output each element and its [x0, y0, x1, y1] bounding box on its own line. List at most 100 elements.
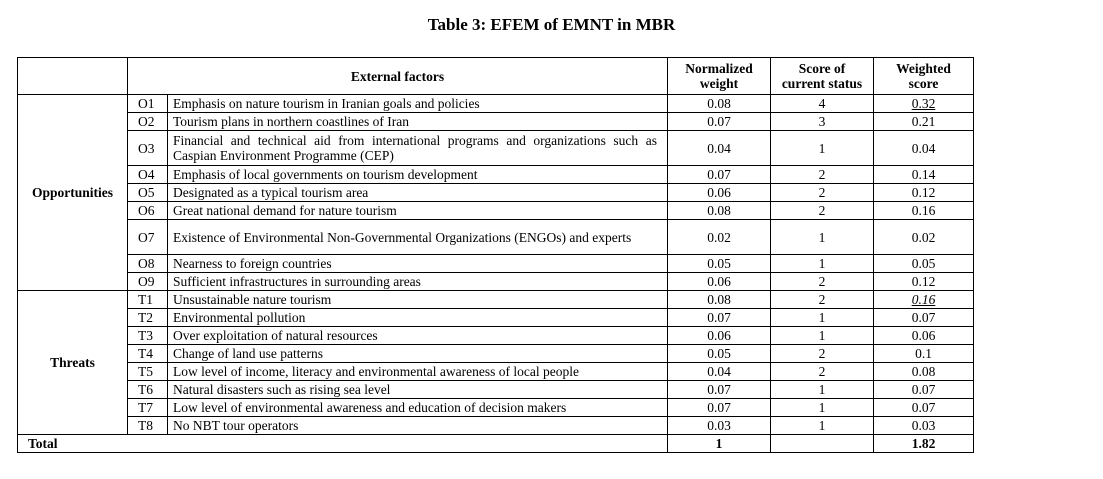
factor-text: Emphasis of local governments on tourism… — [167, 165, 668, 184]
header-score-line2: current status — [781, 76, 863, 91]
factor-weighted-score: 0.07 — [873, 380, 974, 399]
table-row: O8 Nearness to foreign countries 0.05 1 … — [18, 254, 974, 273]
factor-weighted-score: 0.1 — [873, 344, 974, 363]
factor-weight: 0.07 — [667, 165, 771, 184]
factor-score: 1 — [770, 254, 874, 273]
factor-weight: 0.05 — [667, 254, 771, 273]
factor-weighted-score: 0.07 — [873, 398, 974, 417]
factor-text: Unsustainable nature tourism — [167, 290, 668, 309]
header-normalized-weight: Normalized weight — [667, 57, 771, 95]
factor-weight: 0.06 — [667, 326, 771, 345]
factor-text: Natural disasters such as rising sea lev… — [167, 380, 668, 399]
table-row: T3 Over exploitation of natural resource… — [18, 326, 974, 345]
total-weighted-score: 1.82 — [873, 434, 974, 453]
factor-text: Sufficient infrastructures in surroundin… — [167, 272, 668, 291]
factor-weight: 0.02 — [667, 219, 771, 255]
factor-code: T6 — [127, 380, 168, 399]
factor-code: O1 — [127, 94, 168, 113]
table-row: O2 Tourism plans in northern coastlines … — [18, 112, 974, 131]
factor-code: T7 — [127, 398, 168, 417]
factor-code: O9 — [127, 272, 168, 291]
table-row: O9 Sufficient infrastructures in surroun… — [18, 272, 974, 291]
factor-weight: 0.06 — [667, 183, 771, 202]
table-row: T4 Change of land use patterns 0.05 2 0.… — [18, 344, 974, 363]
factor-weighted-score: 0.21 — [873, 112, 974, 131]
header-weighted-line1: Weighted — [896, 61, 951, 76]
factor-weight: 0.07 — [667, 380, 771, 399]
factor-weight: 0.07 — [667, 308, 771, 327]
table-row: O3 Financial and technical aid from inte… — [18, 130, 974, 166]
factor-text: Nearness to foreign countries — [167, 254, 668, 273]
table-row: O7 Existence of Environmental Non-Govern… — [18, 219, 974, 255]
table-row: Opportunities O1 Emphasis on nature tour… — [17, 94, 974, 291]
table-caption: Table 3: EFEM of EMNT in MBR — [427, 15, 676, 34]
factor-score: 1 — [770, 308, 874, 327]
group-opportunities: Opportunities — [17, 94, 128, 291]
table-row: O5 Designated as a typical tourism area … — [18, 183, 974, 202]
factor-weight: 0.05 — [667, 344, 771, 363]
table-row: Threats T1 Unsustainable nature tourism … — [17, 290, 974, 435]
total-label: Total — [17, 434, 668, 453]
factor-weighted-score: 0.05 — [873, 254, 974, 273]
factor-weighted-score: 0.07 — [873, 308, 974, 327]
factor-score: 2 — [770, 201, 874, 220]
header-weight-line2: weight — [699, 76, 739, 91]
factor-code: T4 — [127, 344, 168, 363]
factor-text: Financial and technical aid from interna… — [167, 130, 668, 166]
factor-weighted-score: 0.02 — [873, 219, 974, 255]
table-row: O4 Emphasis of local governments on tour… — [18, 165, 974, 184]
header-weight-line1: Normalized — [685, 61, 753, 76]
factor-score: 4 — [770, 94, 874, 113]
factor-code: O8 — [127, 254, 168, 273]
header-blank — [17, 57, 128, 95]
factor-weight: 0.07 — [667, 112, 771, 131]
factor-weighted-score: 0.08 — [873, 362, 974, 381]
factor-score: 1 — [770, 326, 874, 345]
header-weighted-score: Weighted score — [873, 57, 974, 95]
table-row: T6 Natural disasters such as rising sea … — [18, 380, 974, 399]
table-row: T8 No NBT tour operators 0.03 1 0.03 — [18, 416, 974, 435]
factor-text: No NBT tour operators — [167, 416, 668, 435]
factor-score: 1 — [770, 219, 874, 255]
factor-code: O5 — [127, 183, 168, 202]
factor-weighted-score: 0.32 — [873, 94, 974, 113]
factor-weighted-score: 0.12 — [873, 183, 974, 202]
factor-text: Emphasis on nature tourism in Iranian go… — [167, 94, 668, 113]
header-external-factors: External factors — [127, 57, 668, 95]
factor-text: Great national demand for nature tourism — [167, 201, 668, 220]
factor-score: 2 — [770, 290, 874, 309]
factor-code: O2 — [127, 112, 168, 131]
factor-weight: 0.06 — [667, 272, 771, 291]
factor-weight: 0.08 — [667, 94, 771, 113]
factor-text: Designated as a typical tourism area — [167, 183, 668, 202]
factor-score: 2 — [770, 165, 874, 184]
header-score-line1: Score of — [798, 61, 846, 76]
table-row: O6 Great national demand for nature tour… — [18, 201, 974, 220]
group-threats: Threats — [17, 290, 128, 435]
factor-code: O4 — [127, 165, 168, 184]
factor-code: T5 — [127, 362, 168, 381]
factor-code: T3 — [127, 326, 168, 345]
factor-weighted-score: 0.16 — [873, 290, 974, 309]
factor-text: Change of land use patterns — [167, 344, 668, 363]
factor-text: Existence of Environmental Non-Governmen… — [167, 219, 668, 255]
factor-weight: 0.07 — [667, 398, 771, 417]
table-row: T5 Low level of income, literacy and env… — [18, 362, 974, 381]
factor-code: O6 — [127, 201, 168, 220]
factor-score: 2 — [770, 362, 874, 381]
factor-score: 1 — [770, 416, 874, 435]
factor-code: T2 — [127, 308, 168, 327]
factor-weighted-score: 0.16 — [873, 201, 974, 220]
header-row: External factors Normalized weight Score… — [17, 57, 974, 95]
factor-score: 2 — [770, 344, 874, 363]
table-row: T2 Environmental pollution 0.07 1 0.07 — [18, 308, 974, 327]
factor-code: O7 — [127, 219, 168, 255]
factor-weighted-score: 0.03 — [873, 416, 974, 435]
factor-weight: 0.08 — [667, 201, 771, 220]
factor-weighted-score: 0.06 — [873, 326, 974, 345]
factor-weight: 0.04 — [667, 130, 771, 166]
factor-weight: 0.03 — [667, 416, 771, 435]
factor-code: T1 — [127, 290, 168, 309]
factor-score: 1 — [770, 130, 874, 166]
factor-weighted-score: 0.12 — [873, 272, 974, 291]
